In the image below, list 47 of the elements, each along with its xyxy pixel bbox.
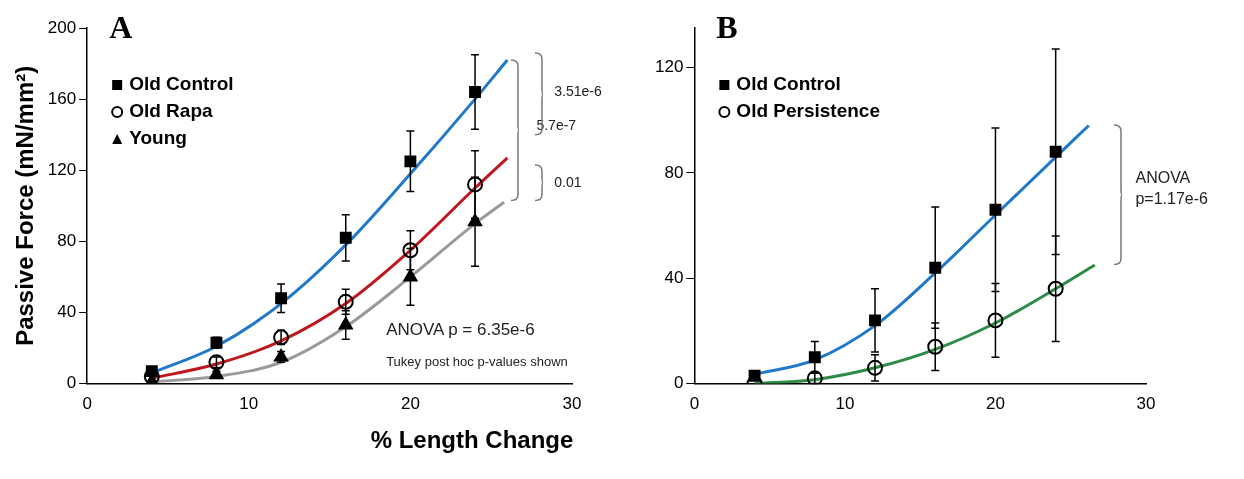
point bbox=[337, 293, 354, 310]
legend-label: Old Control bbox=[129, 73, 234, 95]
annotation: 0.01 bbox=[554, 173, 582, 190]
x-axis-title: % Length Change bbox=[369, 426, 575, 454]
y-tick-label: 80 bbox=[664, 162, 684, 182]
x-tick-label: 20 bbox=[985, 394, 1005, 414]
point bbox=[273, 329, 290, 346]
point bbox=[1049, 145, 1062, 158]
chart-title: A bbox=[109, 9, 133, 46]
x-tick-label: 30 bbox=[1136, 394, 1156, 414]
y-tick-label: 200 bbox=[47, 17, 77, 37]
y-tick-label: 120 bbox=[47, 159, 77, 179]
annotation: 5.7e-7 bbox=[536, 116, 577, 133]
point bbox=[867, 359, 884, 376]
x-tick-label: 10 bbox=[239, 394, 259, 414]
y-tick-label: 160 bbox=[47, 88, 77, 108]
point bbox=[145, 365, 158, 378]
x-tick-label: 0 bbox=[689, 394, 700, 414]
annotation: 3.51e-6 bbox=[554, 82, 602, 99]
legend-label: Old Control bbox=[736, 73, 841, 95]
point bbox=[987, 312, 1004, 329]
legend-label: Old Rapa bbox=[129, 100, 213, 122]
annotation: Tukey post hoc p-values shown bbox=[386, 353, 568, 369]
x-tick-label: 10 bbox=[835, 394, 855, 414]
y-tick-label: 120 bbox=[654, 57, 684, 77]
point bbox=[402, 242, 419, 259]
point bbox=[927, 338, 944, 355]
annotation: ANOVA p = 6.35e-6 bbox=[386, 319, 535, 339]
point bbox=[748, 369, 761, 382]
y-tick-label: 0 bbox=[66, 373, 77, 393]
y-tick-label: 0 bbox=[673, 373, 684, 393]
annotation: p=1.17e-6 bbox=[1135, 189, 1209, 207]
x-tick-label: 0 bbox=[82, 394, 92, 414]
point bbox=[467, 176, 484, 193]
point bbox=[404, 155, 417, 168]
y-tick-label: 40 bbox=[664, 267, 684, 287]
chart-title: B bbox=[716, 9, 738, 46]
x-tick-label: 20 bbox=[400, 394, 420, 414]
annotation: ANOVA bbox=[1135, 168, 1191, 186]
x-tick-label: 30 bbox=[562, 394, 582, 414]
y-tick-label: 80 bbox=[57, 231, 77, 251]
y-axis-title: Passive Force (mN/mm²) bbox=[11, 65, 39, 346]
point bbox=[339, 231, 352, 244]
y-tick-label: 40 bbox=[57, 302, 77, 322]
legend-label: Young bbox=[129, 127, 187, 149]
point bbox=[1047, 280, 1064, 297]
legend-label: Old Persistence bbox=[736, 100, 880, 122]
